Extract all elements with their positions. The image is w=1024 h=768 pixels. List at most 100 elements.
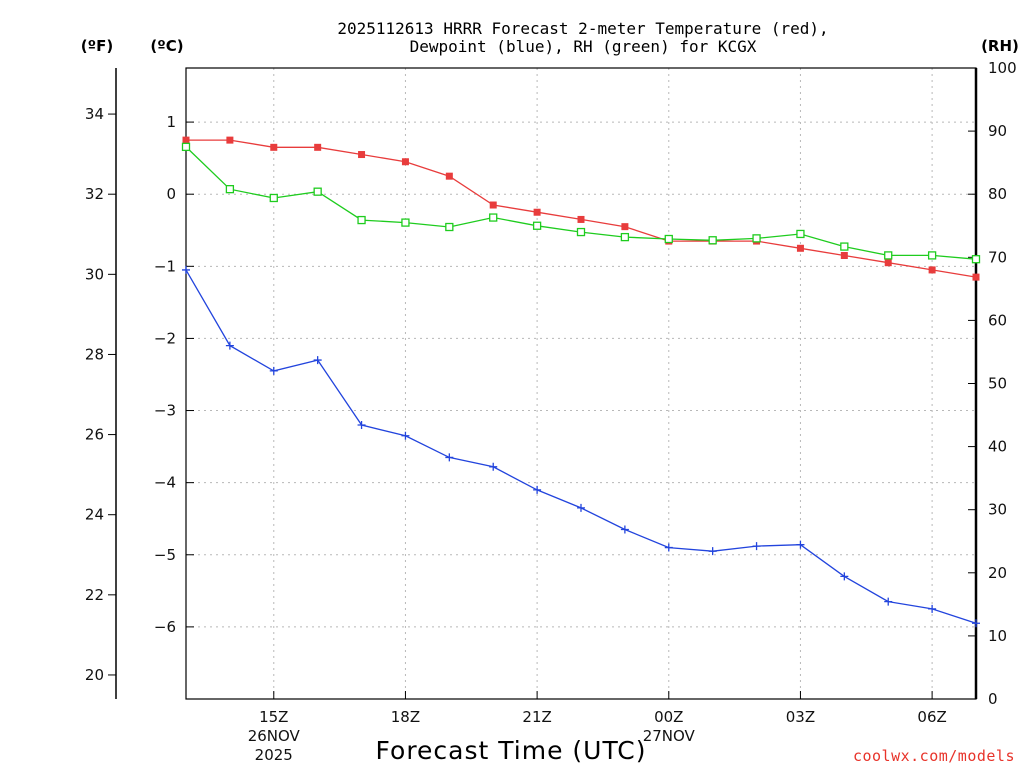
dewpoint-point <box>357 420 366 429</box>
rh-point <box>357 215 366 225</box>
rh-tick-label: 0 <box>988 690 998 708</box>
dewpoint-point <box>225 341 234 350</box>
rh-point <box>664 234 673 244</box>
temperature-point <box>270 143 278 151</box>
fahrenheit-tick-label: 30 <box>85 265 104 283</box>
rh-unit-label: (RH) <box>981 37 1019 55</box>
rh-point <box>225 185 235 194</box>
rh-point <box>576 227 586 237</box>
temperature-point <box>314 143 322 151</box>
rh-tick-label: 10 <box>988 627 1007 645</box>
dewpoint-point <box>269 366 278 375</box>
chart-title-line2: Dewpoint (blue), RH (green) for KCGX <box>410 37 757 56</box>
celsius-unit-label: (ºC) <box>150 37 183 55</box>
dewpoint-point <box>796 540 805 549</box>
temperature-point <box>358 151 366 159</box>
celsius-tick-label: −6 <box>154 618 176 636</box>
rh-tick-label: 90 <box>988 122 1007 140</box>
celsius-tick-label: −1 <box>154 257 176 275</box>
time-tick-label: 18Z <box>391 708 420 726</box>
rh-tick-label: 80 <box>988 185 1007 203</box>
dewpoint-point <box>401 431 410 440</box>
temperature-point <box>840 251 848 259</box>
dewpoint-point <box>928 604 937 613</box>
fahrenheit-tick-label: 26 <box>85 426 104 444</box>
temperature-point <box>577 215 585 223</box>
series-temperature <box>182 136 980 281</box>
rh-tick-label: 30 <box>988 501 1007 519</box>
dewpoint-point <box>884 597 893 606</box>
rh-point <box>313 187 322 196</box>
dewpoint-point <box>577 503 585 512</box>
gridlines <box>186 68 976 699</box>
temperature-point <box>533 208 541 216</box>
dewpoint-point <box>972 619 980 628</box>
temperature-point <box>972 273 980 281</box>
temperature-point <box>796 244 804 252</box>
temperature-point <box>182 136 190 144</box>
temperature-point <box>445 172 453 180</box>
temperature-point <box>928 266 936 274</box>
dewpoint-point <box>182 265 190 274</box>
series-dewpoint <box>182 265 980 628</box>
celsius-tick-label: 1 <box>166 113 176 131</box>
time-tick-label: 00Z <box>654 708 683 726</box>
rh-tick-label: 50 <box>988 375 1007 393</box>
rh-tick-label: 70 <box>988 248 1007 266</box>
tick-labels: 10−1−2−3−4−5−634323028262422200102030405… <box>85 59 1017 764</box>
time-tick-label: 06Z <box>917 708 946 726</box>
plot-frame <box>185 67 977 700</box>
rh-tick-label: 60 <box>988 311 1007 329</box>
temperature-point <box>621 223 629 231</box>
fahrenheit-tick-label: 24 <box>85 506 104 524</box>
dewpoint-line <box>185 269 977 624</box>
rh-point <box>971 255 981 264</box>
celsius-tick-label: −4 <box>154 474 176 492</box>
rh-point <box>752 234 761 243</box>
fahrenheit-unit-label: (ºF) <box>81 37 113 55</box>
time-tick-label: 15Z <box>259 708 288 726</box>
rh-point <box>445 222 454 232</box>
temperature-point <box>489 201 497 209</box>
credit-text: coolwx.com/models <box>853 747 1015 765</box>
fahrenheit-tick-label: 32 <box>85 185 104 203</box>
time-tick-date: 26NOV <box>248 727 301 745</box>
data-series <box>181 136 981 628</box>
temperature-point <box>884 259 892 267</box>
dewpoint-point <box>445 453 454 462</box>
time-tick-year: 2025 <box>255 746 293 764</box>
rh-point <box>269 193 278 203</box>
dewpoint-point <box>533 485 542 494</box>
rh-point <box>532 221 542 230</box>
dewpoint-point <box>620 525 629 534</box>
rh-point <box>840 242 849 251</box>
celsius-tick-label: 0 <box>166 185 176 203</box>
fahrenheit-tick-label: 20 <box>85 666 104 684</box>
temperature-line <box>186 139 977 278</box>
dewpoint-point <box>752 542 761 551</box>
rh-point <box>620 232 630 242</box>
dewpoint-point <box>313 356 322 365</box>
time-tick-label: 21Z <box>522 708 551 726</box>
celsius-tick-label: −2 <box>154 329 176 347</box>
chart-title-line1: 2025112613 HRRR Forecast 2-meter Tempera… <box>337 19 828 38</box>
axes <box>108 67 978 700</box>
rh-point <box>796 229 805 239</box>
rh-tick-label: 100 <box>988 59 1017 77</box>
temperature-point <box>226 136 234 144</box>
dewpoint-point <box>840 572 849 581</box>
rh-tick-label: 20 <box>988 564 1007 582</box>
celsius-tick-label: −3 <box>154 402 176 420</box>
x-axis-title: Forecast Time (UTC) <box>376 736 647 765</box>
dewpoint-point <box>664 543 673 552</box>
fahrenheit-tick-label: 22 <box>85 586 104 604</box>
rh-point <box>708 236 717 245</box>
celsius-tick-label: −5 <box>154 546 176 564</box>
series-rh <box>181 142 981 264</box>
fahrenheit-tick-label: 28 <box>85 345 104 363</box>
rh-tick-label: 40 <box>988 438 1007 456</box>
rh-point <box>884 251 893 260</box>
dewpoint-point <box>489 462 498 471</box>
rh-point <box>401 218 410 227</box>
fahrenheit-tick-label: 34 <box>85 105 104 123</box>
